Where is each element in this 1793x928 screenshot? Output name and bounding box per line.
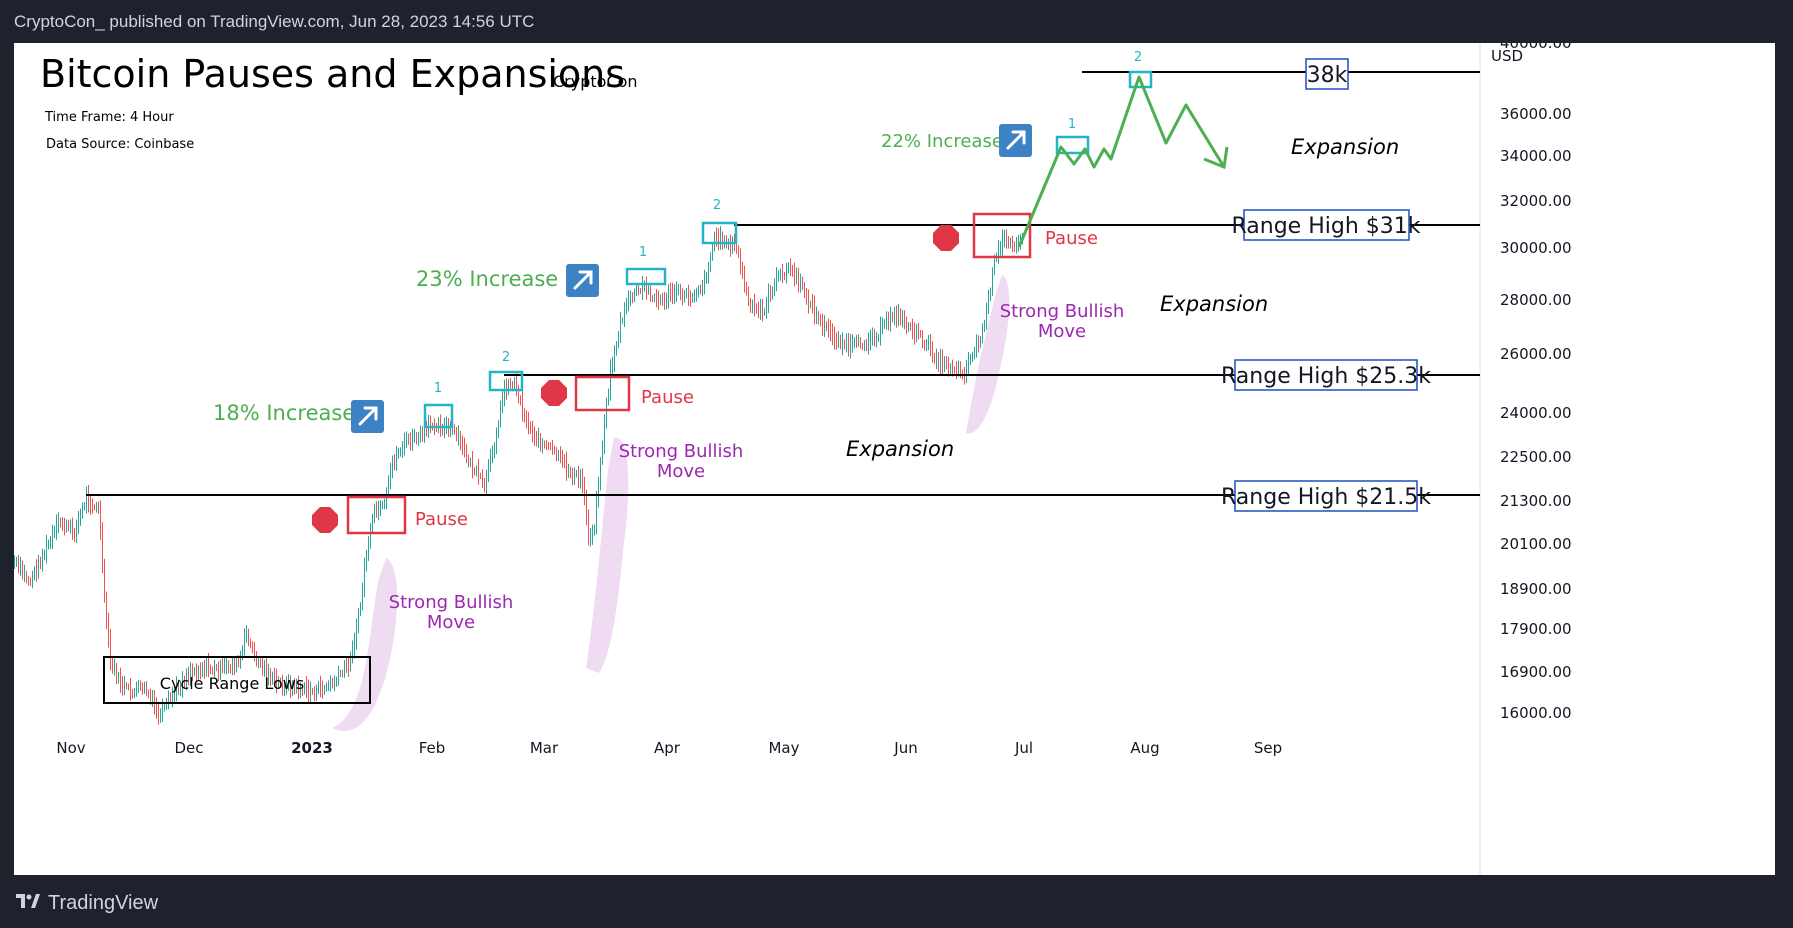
- time-tick-label: Nov: [56, 739, 85, 757]
- expansion-label-2: Expansion: [1160, 292, 1268, 316]
- stage-box-4: [701, 221, 738, 245]
- increase-label-3: 22% Increase: [881, 131, 1003, 152]
- move-label-1a: Strong Bullish: [389, 592, 514, 613]
- price-tick-label: 20100.00: [1500, 535, 1572, 553]
- level-label-21k: Range High $21.5k: [1221, 485, 1431, 510]
- price-tick-label: 21300.00: [1500, 492, 1572, 510]
- price-tick-label: 17900.00: [1500, 620, 1572, 638]
- level-box-31k: Range High $31k: [1231, 209, 1421, 241]
- chart-panel: Range High $21.5k Range High $25.3k Rang…: [14, 43, 1775, 875]
- increase-label-1: 18% Increase: [213, 401, 355, 425]
- currency-label: USD: [1491, 47, 1523, 65]
- stage-box-3: [625, 267, 667, 286]
- publisher-text: CryptoCon_ published on TradingView.com,…: [14, 12, 535, 31]
- time-tick-label: Dec: [174, 739, 203, 757]
- stage-box-1: [423, 403, 454, 429]
- time-tick-label: Aug: [1130, 739, 1159, 757]
- time-tick-label: Feb: [419, 739, 446, 757]
- price-chart[interactable]: Range High $21.5k Range High $25.3k Rang…: [14, 43, 1775, 875]
- stage-number: 1: [1068, 117, 1076, 132]
- move-label-3b: Move: [1038, 321, 1086, 342]
- stop-icon: [312, 507, 338, 533]
- publisher-bar: CryptoCon_ published on TradingView.com,…: [0, 0, 1793, 43]
- move-label-3a: Strong Bullish: [1000, 301, 1125, 322]
- time-tick-label: Jul: [1014, 739, 1033, 757]
- arrow-up-right-icon: [566, 264, 599, 297]
- time-tick-label: May: [768, 739, 799, 757]
- stage-number: 2: [502, 350, 510, 365]
- pause-box-2: [574, 375, 631, 412]
- price-tick-label: 24000.00: [1500, 404, 1572, 422]
- price-tick-label: 26000.00: [1500, 345, 1572, 363]
- price-tick-label: 22500.00: [1500, 448, 1572, 466]
- move-label-2a: Strong Bullish: [619, 441, 744, 462]
- level-box-25k: Range High $25.3k: [1221, 359, 1431, 391]
- stage-box-2: [488, 370, 524, 392]
- arrow-up-right-icon: [999, 124, 1032, 157]
- stage-number: 2: [1134, 50, 1142, 65]
- time-tick-label: Sep: [1254, 739, 1282, 757]
- level-box-38k: 38k: [1305, 58, 1349, 90]
- time-tick-label: Jun: [893, 739, 917, 757]
- pause-box-3: [972, 212, 1032, 259]
- level-box-21k: Range High $21.5k: [1221, 480, 1431, 512]
- cycle-range-label: Cycle Range Lows: [160, 674, 304, 693]
- stage-number: 1: [639, 245, 647, 260]
- pause-label-2: Pause: [641, 387, 694, 408]
- pause-label-3: Pause: [1045, 228, 1098, 249]
- timeframe-label: Time Frame: 4 Hour: [44, 110, 174, 125]
- stop-icon: [541, 380, 567, 406]
- move-label-1b: Move: [427, 612, 475, 633]
- price-tick-label: 30000.00: [1500, 239, 1572, 257]
- price-tick-label: 32000.00: [1500, 192, 1572, 210]
- strong-move-highlight-3: [966, 275, 1010, 434]
- time-tick-label: 2023: [291, 739, 333, 757]
- move-label-2b: Move: [657, 461, 705, 482]
- strong-move-highlight-1: [332, 558, 398, 732]
- footer-brand: TradingView: [48, 891, 159, 914]
- expansion-label-3: Expansion: [1291, 135, 1399, 159]
- arrow-up-right-icon: [351, 400, 384, 433]
- cycle-range-box: [103, 656, 371, 704]
- price-tick-label: 16900.00: [1500, 663, 1572, 681]
- stage-number: 1: [434, 381, 442, 396]
- stage-box-5: [1055, 135, 1090, 155]
- level-label-38k: 38k: [1307, 63, 1348, 88]
- chart-author: CryptoCon: [553, 72, 638, 91]
- stage-box-6: [1128, 70, 1153, 89]
- strong-move-highlight-2: [586, 437, 629, 673]
- time-tick-label: Apr: [654, 739, 681, 757]
- stop-icon: [933, 225, 959, 251]
- time-tick-label: Mar: [530, 739, 559, 757]
- tradingview-logo-icon: [16, 892, 40, 914]
- projection-arrowhead: [1203, 146, 1229, 170]
- level-label-31k: Range High $31k: [1231, 214, 1420, 239]
- chart-title: Bitcoin Pauses and Expansions: [40, 52, 625, 96]
- stage-number: 2: [713, 198, 721, 213]
- data-source-label: Data Source: Coinbase: [46, 137, 194, 152]
- price-tick-label: 40000.00: [1500, 43, 1572, 52]
- price-axis[interactable]: 16000.00 16900.00 17900.00 18900.00 20100.00…: [1500, 43, 1572, 722]
- price-tick-label: 28000.00: [1500, 291, 1572, 309]
- time-axis[interactable]: Nov Dec 2023 Feb Mar Apr May Jun Jul Aug Sep: [56, 739, 1282, 757]
- price-tick-label: 36000.00: [1500, 105, 1572, 123]
- expansion-label-1: Expansion: [846, 437, 954, 461]
- candlesticks: [14, 226, 1023, 725]
- price-tick-label: 16000.00: [1500, 704, 1572, 722]
- footer: TradingView: [16, 890, 158, 916]
- level-label-25k: Range High $25.3k: [1221, 364, 1431, 389]
- projection-path: [1017, 75, 1226, 248]
- increase-label-2: 23% Increase: [416, 267, 558, 291]
- pause-box-1: [346, 495, 407, 535]
- pause-label-1: Pause: [415, 509, 468, 530]
- price-tick-label: 34000.00: [1500, 147, 1572, 165]
- price-tick-label: 18900.00: [1500, 580, 1572, 598]
